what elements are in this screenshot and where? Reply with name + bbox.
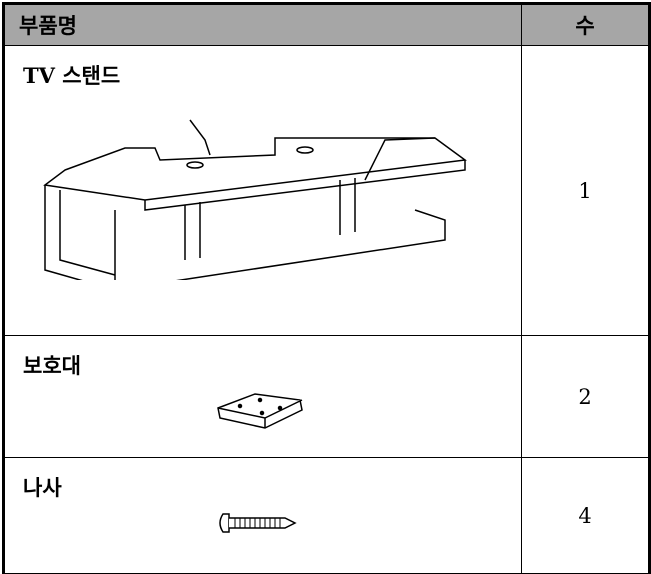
part-cell: TV 스탠드	[2, 45, 522, 336]
row: 나사 4	[2, 457, 651, 574]
quantity: 2	[521, 335, 651, 458]
header-quantity: 수	[521, 2, 651, 46]
part-name: TV 스탠드	[23, 63, 121, 88]
row: 보호대 2	[2, 335, 651, 458]
header-row: 부품명 수	[2, 2, 651, 46]
part-cell: 보호대	[2, 335, 522, 458]
quantity: 4	[521, 457, 651, 574]
part-name: 보호대	[23, 353, 81, 378]
part-cell: 나사	[2, 457, 522, 574]
protector-drawing	[217, 393, 303, 429]
screw-drawing	[219, 513, 297, 533]
tv-stand-drawing	[43, 119, 467, 280]
row: TV 스탠드 1	[2, 45, 651, 336]
quantity: 1	[521, 45, 651, 336]
header-part-name: 부품명	[2, 2, 522, 46]
part-name: 나사	[23, 475, 62, 500]
